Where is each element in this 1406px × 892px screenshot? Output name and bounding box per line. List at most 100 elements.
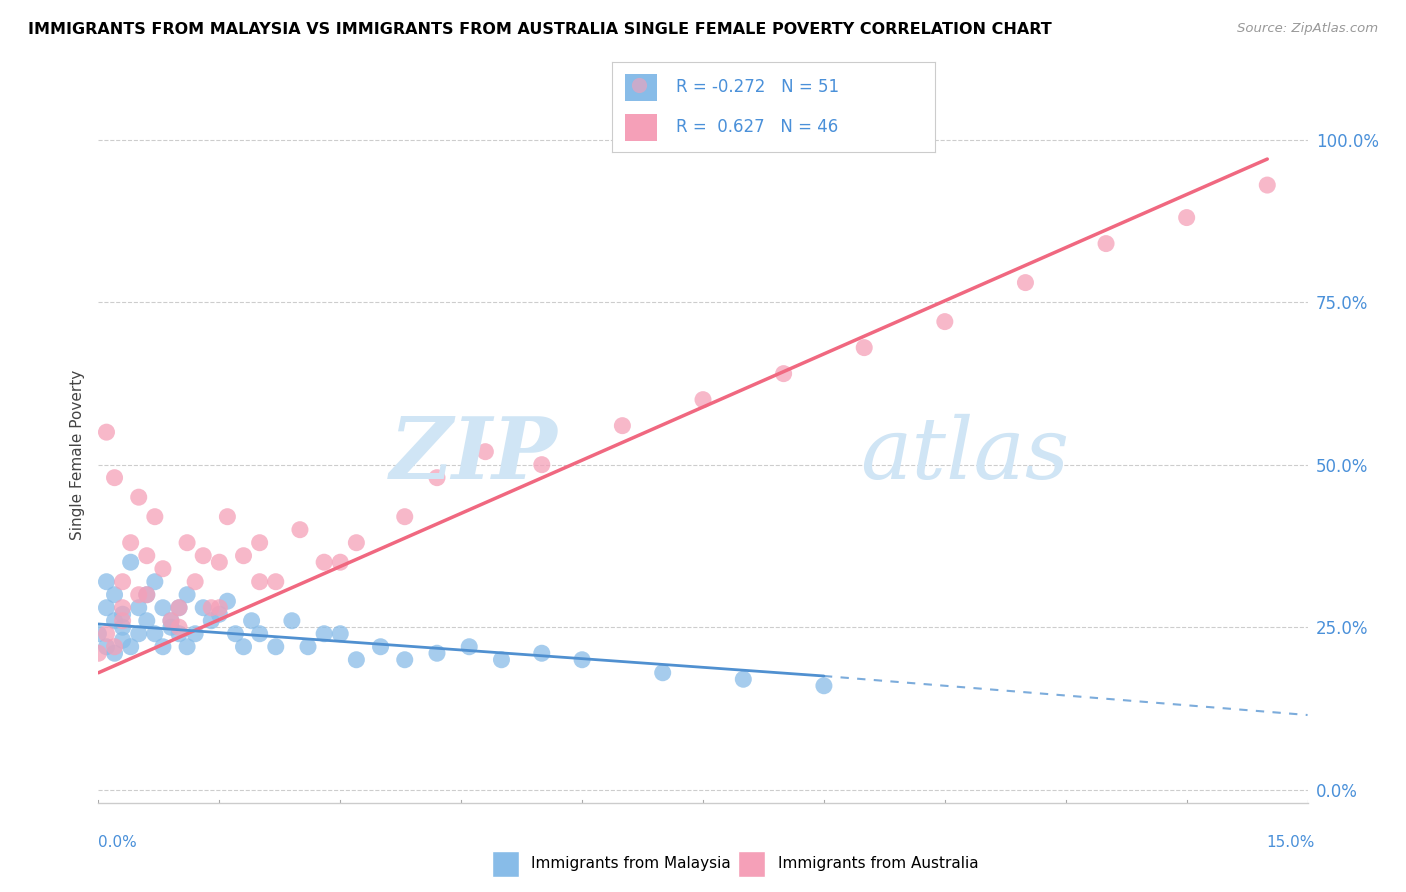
Point <box>612 418 634 433</box>
Point <box>208 600 231 615</box>
Point <box>87 626 110 640</box>
Point <box>111 600 134 615</box>
Point <box>692 392 714 407</box>
Point <box>193 600 215 615</box>
Point <box>1256 178 1278 192</box>
Point <box>87 646 110 660</box>
Point <box>111 574 134 589</box>
Point <box>96 640 118 654</box>
Text: Immigrants from Australia: Immigrants from Australia <box>778 855 979 871</box>
Point <box>1014 276 1036 290</box>
Point <box>217 594 239 608</box>
Bar <box>492 851 519 877</box>
Point <box>128 588 150 602</box>
Bar <box>624 114 657 141</box>
Point <box>103 646 125 660</box>
Point <box>813 679 835 693</box>
Point <box>370 640 392 654</box>
Point <box>571 653 593 667</box>
Point <box>103 471 125 485</box>
Point <box>184 574 207 589</box>
Point <box>530 458 553 472</box>
Point <box>934 315 956 329</box>
Point <box>128 490 150 504</box>
Text: R = -0.272   N = 51: R = -0.272 N = 51 <box>676 78 839 95</box>
Point <box>329 626 352 640</box>
Point <box>264 574 287 589</box>
Text: Immigrants from Malaysia: Immigrants from Malaysia <box>531 855 731 871</box>
Point <box>143 626 166 640</box>
Point <box>103 614 125 628</box>
Point <box>176 535 198 549</box>
Point <box>224 626 246 640</box>
Point <box>193 549 215 563</box>
Point <box>160 614 183 628</box>
Point <box>200 600 222 615</box>
Point <box>200 614 222 628</box>
Point <box>249 574 271 589</box>
Point <box>1175 211 1198 225</box>
Point <box>394 653 416 667</box>
Point <box>96 626 118 640</box>
Point <box>651 665 673 680</box>
Point <box>1095 236 1118 251</box>
Text: IMMIGRANTS FROM MALAYSIA VS IMMIGRANTS FROM AUSTRALIA SINGLE FEMALE POVERTY CORR: IMMIGRANTS FROM MALAYSIA VS IMMIGRANTS F… <box>28 22 1052 37</box>
Text: atlas: atlas <box>860 414 1070 496</box>
Point <box>208 607 231 622</box>
Point <box>111 614 134 628</box>
Point <box>232 640 254 654</box>
Point <box>120 555 142 569</box>
Point <box>184 626 207 640</box>
Point <box>474 444 496 458</box>
Point <box>143 574 166 589</box>
Point <box>152 640 174 654</box>
Text: R =  0.627   N = 46: R = 0.627 N = 46 <box>676 118 838 136</box>
Point <box>344 653 367 667</box>
Point <box>217 509 239 524</box>
Point <box>853 341 876 355</box>
Point <box>314 626 336 640</box>
Point <box>426 471 449 485</box>
Point <box>160 620 183 634</box>
Point <box>128 626 150 640</box>
Point <box>281 614 304 628</box>
Point <box>135 614 157 628</box>
Point <box>103 640 125 654</box>
Point <box>491 653 513 667</box>
Point <box>120 640 142 654</box>
Point <box>111 607 134 622</box>
Point <box>176 640 198 654</box>
Point <box>160 614 183 628</box>
Point <box>344 535 367 549</box>
Point <box>96 600 118 615</box>
Point <box>249 535 271 549</box>
Bar <box>738 851 765 877</box>
Point <box>120 535 142 549</box>
Point <box>111 633 134 648</box>
Point <box>103 588 125 602</box>
Point <box>135 549 157 563</box>
Point <box>426 646 449 660</box>
Point <box>240 614 263 628</box>
Point <box>288 523 311 537</box>
Point <box>96 425 118 439</box>
Point <box>143 509 166 524</box>
Text: Source: ZipAtlas.com: Source: ZipAtlas.com <box>1237 22 1378 36</box>
Point <box>135 588 157 602</box>
Point <box>394 509 416 524</box>
Point <box>96 574 118 589</box>
Y-axis label: Single Female Poverty: Single Female Poverty <box>69 370 84 540</box>
Point <box>152 600 174 615</box>
Point <box>733 672 755 686</box>
Point <box>135 588 157 602</box>
Point <box>167 600 190 615</box>
Point <box>167 600 190 615</box>
Point <box>314 555 336 569</box>
Point <box>249 626 271 640</box>
Point <box>297 640 319 654</box>
Point <box>628 78 651 92</box>
Point <box>167 626 190 640</box>
Point <box>128 600 150 615</box>
Point <box>167 620 190 634</box>
Point <box>176 588 198 602</box>
